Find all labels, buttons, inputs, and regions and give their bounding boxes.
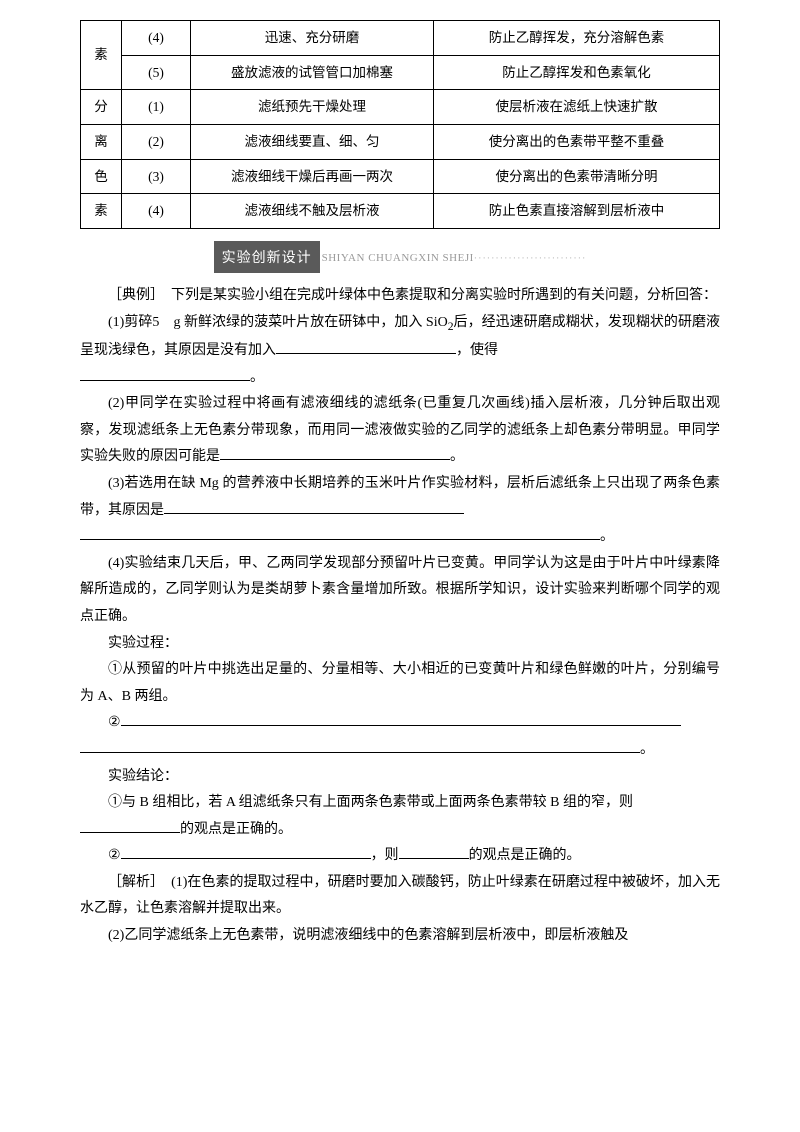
heading-process: 实验过程： [80, 631, 720, 658]
cell-reason: 防止乙醇挥发和色素氧化 [434, 55, 720, 90]
cell-step: 盛放滤液的试管管口加棉塞 [191, 55, 434, 90]
blank-line [80, 366, 250, 381]
cell-reason: 使分离出的色素带平整不重叠 [434, 124, 720, 159]
table-row: 素 (4) 滤液细线不触及层析液 防止色素直接溶解到层析液中 [81, 194, 720, 229]
paragraph-conc2: ②，则的观点是正确的。 [80, 843, 720, 870]
paragraph-step1: ①从预留的叶片中挑选出足量的、分量相等、大小相近的已变黄叶片和绿色鲜嫩的叶片，分… [80, 657, 720, 710]
paragraph-conc1: ①与 B 组相比，若 A 组滤纸条只有上面两条色素带或上面两条色素带较 B 组的… [80, 790, 720, 817]
blank-line [121, 844, 371, 859]
cell-step: 迅速、充分研磨 [191, 21, 434, 56]
cell-step: 滤液细线要直、细、匀 [191, 124, 434, 159]
paragraph-q3: (3)若选用在缺 Mg 的营养液中长期培养的玉米叶片作实验材料，层析后滤纸条上只… [80, 471, 720, 524]
table-row: 离 (2) 滤液细线要直、细、匀 使分离出的色素带平整不重叠 [81, 124, 720, 159]
paragraph-q4: (4)实验结束几天后，甲、乙两同学发现部分预留叶片已变黄。甲同学认为这是由于叶片… [80, 551, 720, 631]
section-badge-label: 实验创新设计 [214, 241, 320, 274]
cell-reason: 使层析液在滤纸上快速扩散 [434, 90, 720, 125]
heading-conclusion: 实验结论： [80, 764, 720, 791]
blank-line [276, 339, 456, 354]
blank-line [121, 711, 681, 726]
blank-line [164, 499, 464, 514]
cell-num: (3) [122, 159, 191, 194]
cell-reason: 防止色素直接溶解到层析液中 [434, 194, 720, 229]
section-badge: 实验创新设计SHIYAN CHUANGXIN SHEJI············… [80, 241, 720, 274]
paragraph-q1: (1)剪碎5 g 新鲜浓绿的菠菜叶片放在研钵中，加入 SiO2后，经迅速研磨成糊… [80, 310, 720, 365]
cell-step: 滤液细线不触及层析液 [191, 194, 434, 229]
blank-line [220, 445, 450, 460]
blank-line [80, 525, 600, 540]
table-row: 素 (4) 迅速、充分研磨 防止乙醇挥发，充分溶解色素 [81, 21, 720, 56]
paragraph-q1-cont: 。 [80, 365, 720, 392]
blank-line [80, 818, 180, 833]
table-row: 分 (1) 滤纸预先干燥处理 使层析液在滤纸上快速扩散 [81, 90, 720, 125]
cell-step: 滤纸预先干燥处理 [191, 90, 434, 125]
cell-reason: 防止乙醇挥发，充分溶解色素 [434, 21, 720, 56]
procedure-table: 素 (4) 迅速、充分研磨 防止乙醇挥发，充分溶解色素 (5) 盛放滤液的试管管… [80, 20, 720, 229]
table-row: (5) 盛放滤液的试管管口加棉塞 防止乙醇挥发和色素氧化 [81, 55, 720, 90]
cell-cat: 离 [94, 134, 108, 149]
section-badge-pinyin: SHIYAN CHUANGXIN SHEJI [322, 248, 474, 269]
cell-num: (5) [122, 55, 191, 90]
cell-num: (1) [122, 90, 191, 125]
cell-cat: 素 [94, 47, 108, 62]
paragraph-analysis-1: ［解析］ (1)在色素的提取过程中，研磨时要加入碳酸钙，防止叶绿素在研磨过程中被… [80, 870, 720, 923]
paragraph-analysis-2: (2)乙同学滤纸条上无色素带，说明滤液细线中的色素溶解到层析液中，即层析液触及 [80, 923, 720, 950]
paragraph-conc1-cont: 的观点是正确的。 [80, 817, 720, 844]
blank-line [399, 844, 469, 859]
cell-cat: 色 [94, 169, 108, 184]
cell-cat: 素 [94, 203, 108, 218]
blank-line [80, 738, 640, 753]
cell-step: 滤液细线干燥后再画一两次 [191, 159, 434, 194]
paragraph-example: ［典例］ 下列是某实验小组在完成叶绿体中色素提取和分离实验时所遇到的有关问题，分… [80, 283, 720, 310]
cell-num: (4) [122, 21, 191, 56]
dots-decoration: ·························· [474, 253, 587, 264]
paragraph-step2: ② [80, 710, 720, 737]
paragraph-q2: (2)甲同学在实验过程中将画有滤液细线的滤纸条(已重复几次画线)插入层析液，几分… [80, 391, 720, 471]
paragraph-q3-cont: 。 [80, 524, 720, 551]
table-row: 色 (3) 滤液细线干燥后再画一两次 使分离出的色素带清晰分明 [81, 159, 720, 194]
cell-cat: 分 [94, 99, 108, 114]
cell-num: (4) [122, 194, 191, 229]
paragraph-step2-cont: 。 [80, 737, 720, 764]
cell-num: (2) [122, 124, 191, 159]
cell-reason: 使分离出的色素带清晰分明 [434, 159, 720, 194]
